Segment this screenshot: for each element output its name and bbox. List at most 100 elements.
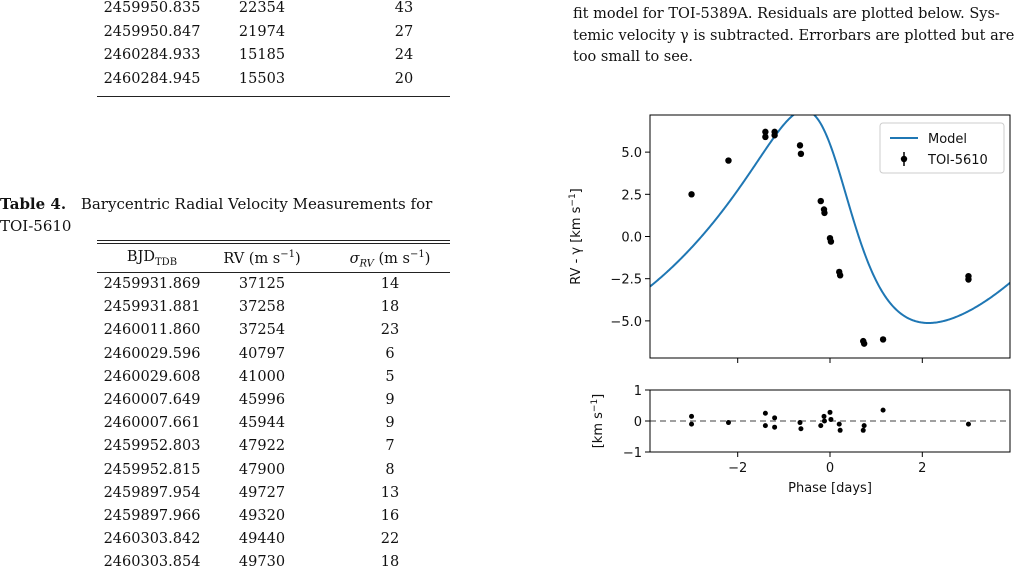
cell-bjd: 2460011.860 — [103, 322, 201, 339]
data-point — [771, 132, 778, 139]
data-point — [817, 197, 824, 205]
cell-rv: 49440 — [238, 531, 286, 548]
x-tick-label: 0 — [826, 461, 834, 476]
table-row: 2459952.815 47900 8 — [97, 459, 450, 482]
residual-point — [798, 426, 804, 432]
cell-sigma: 13 — [380, 484, 400, 501]
table-row: 2460007.661 45944 9 — [97, 412, 450, 435]
x-tick-label: 2 — [918, 461, 926, 476]
data-point — [688, 191, 695, 198]
cell-sigma: 9 — [385, 415, 395, 432]
cell-bjd: 2459952.803 — [103, 438, 201, 455]
data-point — [762, 128, 769, 136]
table4-header-rule — [97, 272, 450, 273]
table-row: 2459897.966 49320 16 — [97, 505, 450, 528]
figure-caption-line: temic velocity γ is subtracted. Errorbar… — [573, 27, 1015, 44]
main-y-axis-label: RV - γ [km s−1] — [568, 188, 584, 285]
residual-point — [880, 407, 886, 413]
table4-header-row: BJDTDB RV (m s−1) σRV (m s−1) — [97, 244, 450, 272]
header-rv: RV (m s−1) — [223, 249, 301, 267]
cell-bjd: 2460007.649 — [103, 391, 201, 408]
legend-box — [879, 122, 1005, 174]
table-row: 2460029.608 41000 5 — [97, 366, 450, 389]
residual-point — [818, 423, 824, 429]
header-sigma-rv: σRV (m s−1) — [349, 249, 431, 270]
rv-figure-svg: 5.0 2.5 0.0 −2.5 −5.0 RV - γ [km s−1] Model TOI… — [568, 114, 1011, 496]
table4-caption-line2: TOI-5610 — [0, 217, 72, 235]
cell-rv: 47922 — [238, 438, 286, 455]
residual-point — [725, 420, 731, 426]
rv-figure: 5.0 2.5 0.0 −2.5 −5.0 RV - γ [km s−1] Model TOI… — [540, 100, 1020, 524]
figure-caption: fit model for TOI-5389A. Residuals are p… — [573, 4, 1035, 69]
y-tick-label: 5.0 — [621, 146, 642, 161]
residual-point — [828, 416, 834, 422]
cell-rv: 49320 — [238, 507, 286, 524]
data-point — [725, 157, 732, 164]
y-tick-label: 0 — [634, 415, 642, 430]
cell-bjd: 2459931.869 — [103, 276, 201, 292]
table-row: 2459931.881 37258 18 — [97, 296, 450, 319]
legend-point-label: TOI-5610 — [927, 153, 988, 168]
cell-rv: 40797 — [238, 345, 286, 362]
residual-y-axis-label: [km s−1] — [590, 394, 606, 449]
cell-sigma: 20 — [394, 70, 414, 87]
table4-top-rule — [97, 240, 450, 244]
cell-sigma: 6 — [385, 345, 395, 362]
legend-point-swatch — [900, 155, 908, 163]
cell-rv: 21974 — [238, 23, 286, 40]
cell-rv: 37254 — [238, 322, 286, 339]
y-tick-label: 1 — [634, 384, 642, 399]
residual-point — [827, 409, 833, 415]
data-point — [827, 238, 835, 245]
residual-point — [837, 427, 843, 433]
table-row: 2459950.835 22354 43 — [97, 0, 450, 24]
cell-rv: 22354 — [238, 0, 286, 16]
model-curve — [650, 115, 1010, 324]
data-point — [797, 150, 805, 158]
table4-body: 2459931.869 37125 14 2459931.881 37258 18 2460… — [97, 273, 450, 574]
x-tick-label: −2 — [728, 461, 747, 476]
x-axis-label: Phase [days] — [788, 481, 872, 496]
y-tick-label: 0.0 — [621, 231, 642, 246]
cell-sigma: 43 — [394, 0, 414, 16]
residual-point — [772, 424, 778, 430]
table4-caption-text: Barycentric Radial Velocity Measurements… — [80, 195, 433, 213]
cell-bjd: 2460284.933 — [103, 47, 201, 63]
cell-sigma: 22 — [380, 531, 400, 548]
residual-point — [860, 427, 866, 433]
top-table-body: 2459950.835 22354 43 2459950.847 21974 27 2460… — [97, 0, 450, 94]
residual-point — [797, 420, 803, 426]
residual-point — [965, 421, 971, 427]
table-row: 2460011.860 37254 23 — [97, 319, 450, 342]
table4: BJDTDB RV (m s−1) σRV (m s−1) 2459931.86… — [97, 240, 450, 574]
cell-sigma: 8 — [385, 461, 395, 478]
cell-bjd: 2459897.954 — [103, 484, 201, 501]
table4-caption-label: Table 4. — [0, 195, 67, 213]
cell-bjd: 2460303.854 — [103, 554, 201, 571]
residual-point — [762, 410, 768, 416]
residual-point — [821, 418, 827, 424]
cell-rv: 45996 — [238, 391, 286, 408]
cell-rv: 41000 — [238, 368, 286, 385]
residual-point — [689, 421, 695, 427]
table-row: 2460007.649 45996 9 — [97, 389, 450, 412]
table-row: 2460284.945 15503 20 — [97, 71, 450, 95]
table-row: 2459952.803 47922 7 — [97, 435, 450, 458]
y-tick-label: −1 — [623, 446, 642, 461]
cell-sigma: 16 — [380, 507, 400, 524]
residual-point — [689, 413, 695, 419]
cell-bjd: 2459950.847 — [103, 23, 201, 40]
cell-bjd: 2459950.835 — [103, 0, 201, 16]
cell-sigma: 18 — [380, 554, 400, 571]
cell-sigma: 18 — [380, 299, 400, 316]
residual-point — [821, 413, 827, 419]
cell-rv: 15503 — [238, 70, 286, 87]
table-row: 2459950.847 21974 27 — [97, 24, 450, 48]
data-point — [860, 340, 868, 347]
data-point — [879, 336, 887, 343]
cell-bjd: 2460029.596 — [103, 345, 201, 362]
y-tick-label: −5.0 — [610, 315, 642, 330]
table-row: 2460029.596 40797 6 — [97, 343, 450, 366]
cell-bjd: 2459897.966 — [103, 507, 201, 524]
residual-point — [861, 423, 867, 429]
